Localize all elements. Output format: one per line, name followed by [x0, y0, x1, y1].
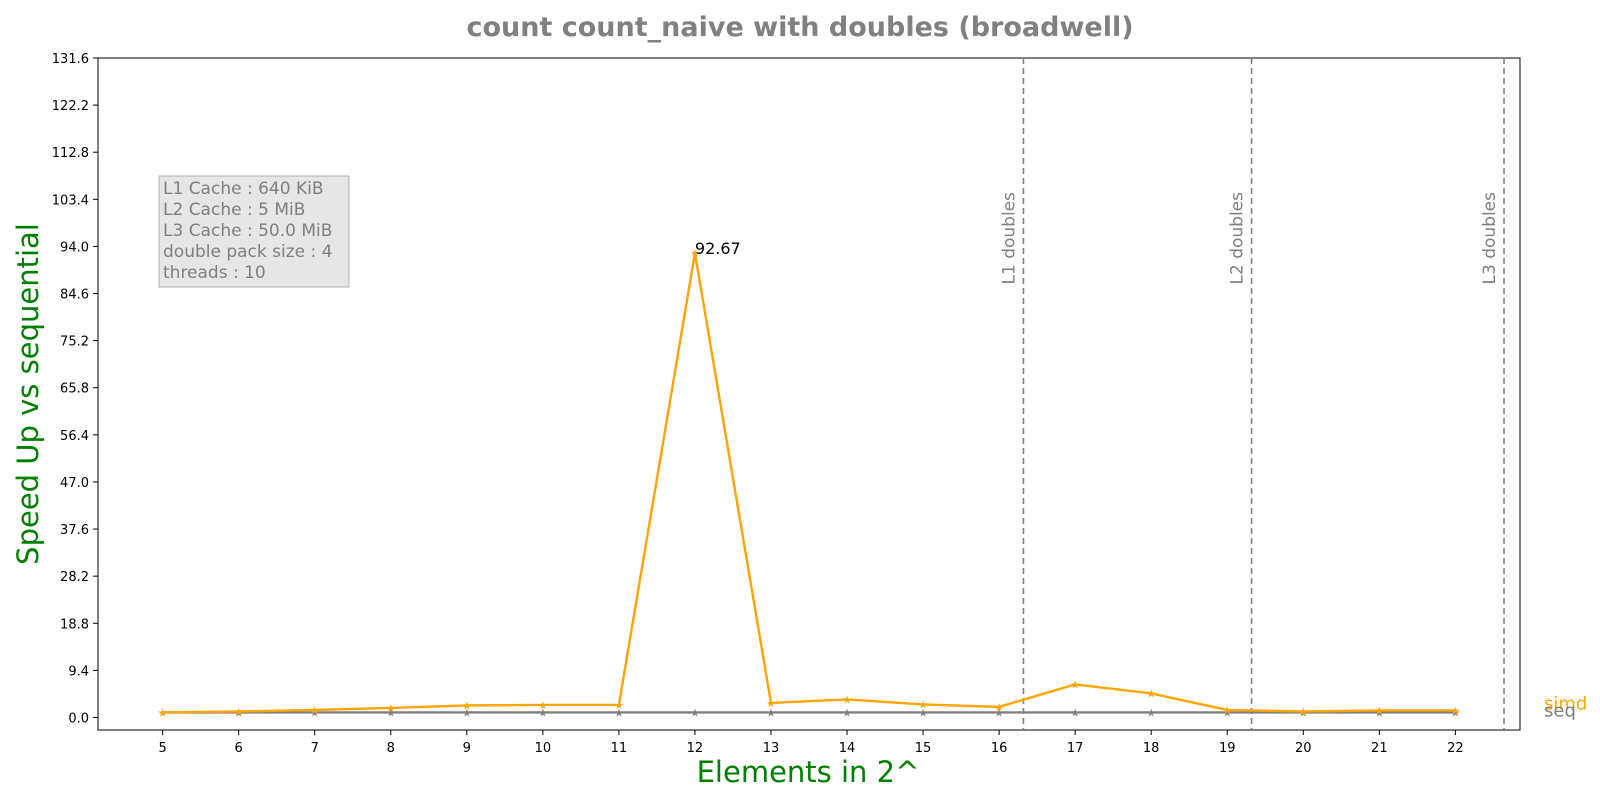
x-tick-label: 10: [535, 741, 552, 756]
data-point: ★: [1298, 705, 1308, 718]
y-tick-label: 37.6: [60, 523, 89, 538]
cache-line-label: L2 doubles: [1228, 192, 1248, 285]
y-tick-label: 0.0: [68, 711, 89, 726]
data-point: ★: [1298, 706, 1308, 719]
info-line: L3 Cache : 50.0 MiB: [163, 221, 332, 241]
series-end-label: seq: [1544, 700, 1576, 721]
data-point: ★: [1222, 706, 1232, 719]
data-point: ★: [918, 706, 928, 719]
data-point: ★: [538, 706, 548, 719]
data-point: ★: [386, 706, 396, 719]
data-point: ★: [994, 701, 1004, 714]
data-point: ★: [842, 706, 852, 719]
data-point: ★: [994, 706, 1004, 719]
x-tick-label: 9: [463, 741, 471, 756]
y-tick-label: 84.6: [60, 288, 89, 303]
y-axis: 0.0 9.4 18.8 28.2 37.6 47.0 56.4 65.8 75.2 84.6 94…: [52, 52, 98, 726]
x-tick-label: 19: [1219, 741, 1236, 756]
data-point: ★: [1374, 706, 1384, 719]
data-point: ★: [538, 699, 548, 712]
y-axis-title: Speed Up vs sequential: [11, 223, 45, 565]
data-point: ★: [1222, 704, 1232, 717]
x-tick-label: 22: [1447, 741, 1464, 756]
data-point: ★: [1450, 704, 1460, 717]
y-tick-label: 18.8: [60, 617, 89, 632]
x-axis: 5 6 7 8 9 10 11 12 13 14 15 16 17 18 19 20 21 22: [158, 730, 1464, 756]
data-point: ★: [766, 706, 776, 719]
peak-annotation: 92.67: [695, 239, 741, 258]
y-tick-label: 9.4: [68, 664, 89, 679]
info-line: double pack size : 4: [163, 242, 332, 262]
x-tick-label: 21: [1371, 741, 1388, 756]
y-tick-label: 75.2: [60, 335, 89, 350]
cache-lines: L1 doubles L2 doubles L3 doubles: [999, 58, 1505, 730]
x-tick-label: 15: [915, 741, 932, 756]
cache-line-label: L1 doubles: [999, 192, 1019, 285]
x-tick-label: 16: [991, 741, 1008, 756]
data-point: ★: [1450, 706, 1460, 719]
data-point: ★: [158, 706, 168, 719]
info-box-text: L1 Cache : 640 KiB L2 Cache : 5 MiB L3 Cac…: [163, 179, 332, 283]
y-tick-label: 131.6: [52, 52, 89, 67]
info-line: L2 Cache : 5 MiB: [163, 200, 305, 220]
data-point: ★: [1070, 678, 1080, 691]
x-tick-label: 8: [387, 741, 395, 756]
data-point: ★: [690, 247, 700, 260]
x-tick-label: 12: [687, 741, 704, 756]
data-point: ★: [842, 693, 852, 706]
info-line: L1 Cache : 640 KiB: [163, 179, 323, 199]
y-tick-label: 28.2: [60, 570, 89, 585]
data-point: ★: [1146, 687, 1156, 700]
data-point: ★: [462, 699, 472, 712]
plot-area: [97, 57, 1521, 731]
x-tick-label: 17: [1067, 741, 1084, 756]
data-point: ★: [310, 704, 320, 717]
info-line: threads : 10: [163, 263, 266, 283]
info-box: L1 Cache : 640 KiB L2 Cache : 5 MiB L3 Cac…: [158, 175, 350, 288]
series-end-label: simd: [1544, 693, 1587, 714]
y-tick-label: 65.8: [60, 382, 89, 397]
x-tick-label: 14: [839, 741, 856, 756]
data-point: ★: [614, 699, 624, 712]
x-tick-label: 18: [1143, 741, 1160, 756]
data-point: ★: [234, 706, 244, 719]
data-point: ★: [1070, 706, 1080, 719]
y-tick-label: 122.2: [52, 99, 89, 114]
y-tick-label: 56.4: [60, 429, 89, 444]
x-tick-label: 5: [158, 741, 166, 756]
y-tick-label: 112.8: [52, 146, 89, 161]
data-point: ★: [386, 702, 396, 715]
y-tick-label: 94.0: [60, 240, 89, 255]
data-point: ★: [690, 706, 700, 719]
x-tick-label: 7: [311, 741, 319, 756]
data-point: ★: [1374, 704, 1384, 717]
chart-title: count count_naive with doubles (broadwel…: [466, 12, 1133, 43]
series-line: [162, 251, 1456, 714]
y-tick-label: 103.4: [52, 193, 89, 208]
data-point: ★: [234, 705, 244, 718]
data-point: ★: [462, 706, 472, 719]
x-tick-label: 20: [1295, 741, 1312, 756]
series-layer: ★ ★ ★ ★ ★ ★ ★ ★ ★ ★ ★ ★ ★ ★ ★ ★ ★ ★★ ★ ★ ★ ★ ★ ★★★ ★ ★ ★★★★ ★ ★ ★: [158, 247, 1461, 719]
x-axis-title: Elements in 2^: [697, 755, 920, 789]
data-point: ★: [918, 698, 928, 711]
data-point: ★: [310, 706, 320, 719]
x-tick-label: 6: [235, 741, 243, 756]
cache-line-label: L3 doubles: [1480, 192, 1500, 285]
data-point: ★: [1146, 706, 1156, 719]
data-point: ★: [614, 706, 624, 719]
data-point: ★: [766, 697, 776, 710]
y-tick-label: 47.0: [60, 476, 89, 491]
x-tick-label: 13: [763, 741, 780, 756]
x-tick-label: 11: [611, 741, 628, 756]
